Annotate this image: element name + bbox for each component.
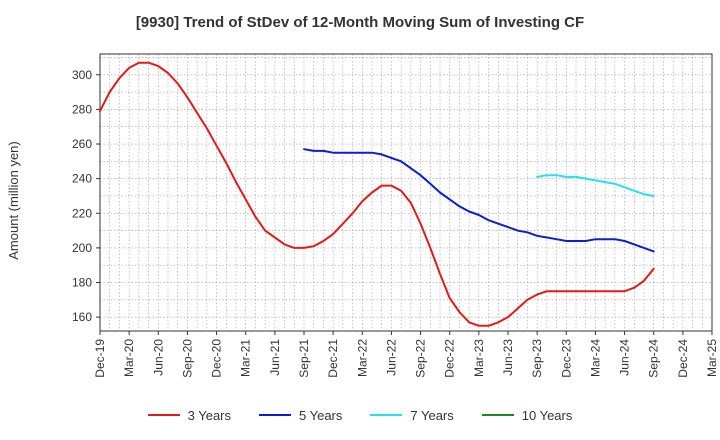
x-tick-label: Mar-24 (588, 339, 602, 377)
legend-swatch (370, 414, 403, 416)
x-tick-label: Mar-20 (122, 339, 136, 377)
y-tick-label: 180 (72, 276, 92, 290)
x-tick-label: Jun-24 (618, 339, 632, 376)
x-tick-label: Dec-24 (676, 339, 690, 378)
x-tick-label: Dec-20 (210, 339, 224, 378)
legend-item-3-years: 3 Years (147, 407, 231, 423)
y-tick-label: 300 (72, 68, 92, 82)
chart-legend: 3 Years 5 Years 7 Years 10 Years (0, 404, 720, 426)
legend-item-10-years: 10 Years (481, 407, 573, 423)
y-tick-label: 160 (72, 310, 92, 324)
legend-swatch (259, 414, 291, 416)
chart-title: [9930] Trend of StDev of 12-Month Moving… (135, 14, 585, 31)
x-tick-label: Sep-23 (530, 339, 544, 378)
x-tick-label: Sep-20 (180, 339, 194, 378)
y-tick-label: 220 (72, 206, 92, 220)
y-tick-label: 200 (72, 241, 92, 255)
legend-item-5-years: 5 Years (259, 408, 342, 423)
x-tick-label: Jun-22 (384, 339, 398, 376)
series-line-3-years (99, 61, 655, 327)
x-tick-label: Mar-23 (472, 339, 486, 377)
x-tick-label: Dec-21 (326, 339, 340, 378)
x-tick-label: Mar-21 (239, 339, 253, 377)
x-tick-label: Jun-23 (501, 339, 515, 376)
series-line-7-years (536, 174, 655, 197)
x-tick-label: Mar-22 (355, 339, 369, 377)
x-tick-label: Jun-20 (151, 339, 165, 376)
y-axis-label: Amount (million yen) (6, 141, 21, 260)
y-tick-label: 240 (72, 172, 92, 186)
plot-frame (99, 53, 713, 332)
x-tick-label: Sep-21 (297, 339, 311, 378)
series-line-5-years (303, 148, 655, 253)
legend-label: 10 Years (521, 407, 573, 423)
x-tick-label: Mar-25 (705, 339, 719, 377)
legend-item-7-years: 7 Years (370, 407, 454, 423)
y-tick-label: 260 (72, 137, 92, 151)
legend-swatch (481, 414, 514, 416)
legend-label: 7 Years (410, 407, 454, 423)
legend-swatch (147, 414, 180, 416)
x-tick-label: Jun-21 (268, 339, 282, 376)
x-tick-label: Dec-23 (559, 339, 573, 378)
x-tick-label: Dec-19 (93, 339, 107, 378)
x-tick-label: Sep-22 (414, 339, 428, 378)
y-tick-label: 280 (72, 102, 92, 116)
x-tick-label: Sep-24 (647, 339, 661, 378)
x-tick-label: Dec-22 (443, 339, 457, 378)
legend-label: 5 Years (299, 407, 343, 423)
legend-label: 3 Years (187, 407, 231, 423)
